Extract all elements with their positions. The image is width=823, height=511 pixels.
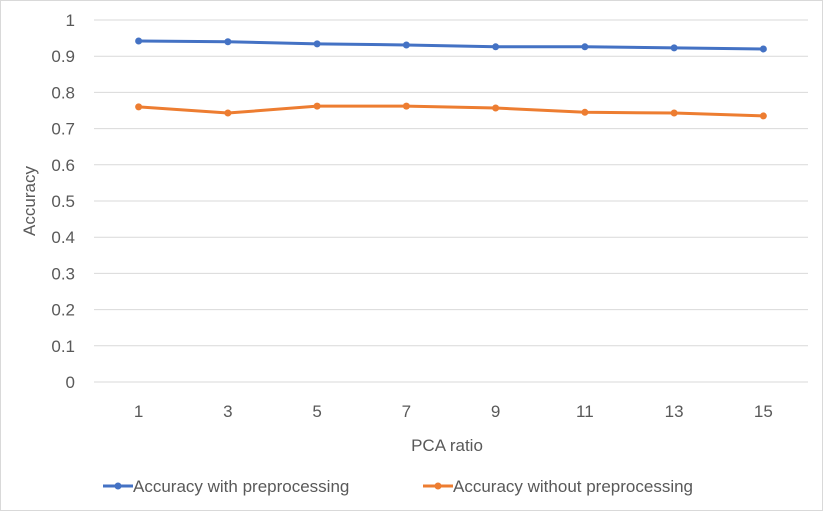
- y-tick-label: 0.6: [51, 156, 75, 175]
- gridlines: [94, 19, 808, 383]
- data-point: [402, 41, 410, 49]
- x-tick-label: 3: [223, 402, 232, 421]
- x-axis-ticks: 1 3 5 7 9 11 13 15: [134, 402, 773, 421]
- y-tick-label: 1: [66, 11, 75, 30]
- legend-marker: [114, 482, 122, 490]
- x-tick-label: 15: [754, 402, 773, 421]
- data-point: [224, 109, 232, 117]
- y-tick-label: 0.8: [51, 83, 75, 102]
- y-tick-label: 0.4: [51, 228, 75, 247]
- y-tick-label: 0.5: [51, 192, 75, 211]
- y-axis-title: Accuracy: [20, 166, 39, 236]
- data-point: [224, 38, 232, 46]
- data-point: [759, 112, 767, 120]
- data-point: [759, 45, 767, 53]
- y-axis-ticks: 0 0.1 0.2 0.3 0.4 0.5 0.6 0.7 0.8 0.9 1: [51, 11, 75, 392]
- data-point: [402, 102, 410, 110]
- series-group: [135, 37, 767, 120]
- y-tick-label: 0.1: [51, 337, 75, 356]
- y-tick-label: 0.3: [51, 264, 75, 283]
- x-axis-title: PCA ratio: [411, 436, 483, 455]
- legend-label: Accuracy with preprocessing: [133, 477, 349, 496]
- data-point: [313, 40, 321, 48]
- y-tick-label: 0: [66, 373, 75, 392]
- series-line: [137, 104, 765, 118]
- y-tick-label: 0.7: [51, 120, 75, 139]
- x-tick-label: 11: [576, 402, 594, 421]
- legend-marker: [434, 482, 442, 490]
- data-point: [670, 44, 678, 52]
- data-point: [135, 103, 143, 111]
- y-tick-label: 0.9: [51, 47, 75, 66]
- data-point: [313, 102, 321, 110]
- x-tick-label: 7: [402, 402, 411, 421]
- data-point: [492, 104, 500, 112]
- legend: Accuracy with preprocessing Accuracy with…: [103, 477, 693, 496]
- x-tick-label: 9: [491, 402, 500, 421]
- data-point: [492, 43, 500, 51]
- data-point: [670, 109, 678, 117]
- data-point: [581, 43, 589, 51]
- data-point: [581, 108, 589, 116]
- legend-label: Accuracy without preprocessing: [453, 477, 693, 496]
- series-line: [137, 39, 765, 51]
- x-tick-label: 13: [665, 402, 684, 421]
- data-point: [135, 37, 143, 45]
- x-tick-label: 5: [312, 402, 321, 421]
- x-tick-label: 1: [134, 402, 143, 421]
- y-tick-label: 0.2: [51, 301, 75, 320]
